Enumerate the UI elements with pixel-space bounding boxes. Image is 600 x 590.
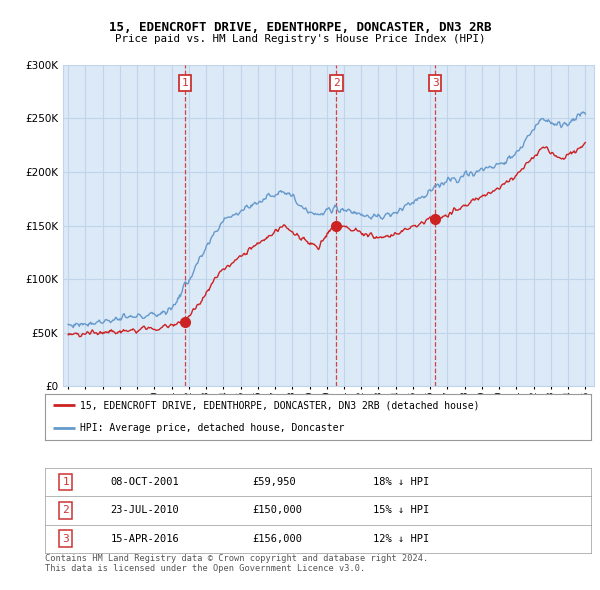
Text: 1: 1 xyxy=(182,78,188,88)
Text: 15% ↓ HPI: 15% ↓ HPI xyxy=(373,506,429,515)
Text: 2: 2 xyxy=(333,78,340,88)
Text: 1: 1 xyxy=(62,477,69,487)
Text: 15-APR-2016: 15-APR-2016 xyxy=(110,534,179,543)
Text: 3: 3 xyxy=(62,534,69,543)
Text: 15, EDENCROFT DRIVE, EDENTHORPE, DONCASTER, DN3 2RB (detached house): 15, EDENCROFT DRIVE, EDENTHORPE, DONCAST… xyxy=(80,400,480,410)
Text: 3: 3 xyxy=(432,78,439,88)
Text: 12% ↓ HPI: 12% ↓ HPI xyxy=(373,534,429,543)
Text: 15, EDENCROFT DRIVE, EDENTHORPE, DONCASTER, DN3 2RB: 15, EDENCROFT DRIVE, EDENTHORPE, DONCAST… xyxy=(109,21,491,34)
Text: 18% ↓ HPI: 18% ↓ HPI xyxy=(373,477,429,487)
Text: Contains HM Land Registry data © Crown copyright and database right 2024.
This d: Contains HM Land Registry data © Crown c… xyxy=(45,554,428,573)
Text: HPI: Average price, detached house, Doncaster: HPI: Average price, detached house, Donc… xyxy=(80,423,345,433)
Text: Price paid vs. HM Land Registry's House Price Index (HPI): Price paid vs. HM Land Registry's House … xyxy=(115,34,485,44)
Text: 2: 2 xyxy=(62,506,69,515)
Text: £156,000: £156,000 xyxy=(253,534,302,543)
Text: £150,000: £150,000 xyxy=(253,506,302,515)
Text: £59,950: £59,950 xyxy=(253,477,296,487)
Text: 23-JUL-2010: 23-JUL-2010 xyxy=(110,506,179,515)
Text: 08-OCT-2001: 08-OCT-2001 xyxy=(110,477,179,487)
